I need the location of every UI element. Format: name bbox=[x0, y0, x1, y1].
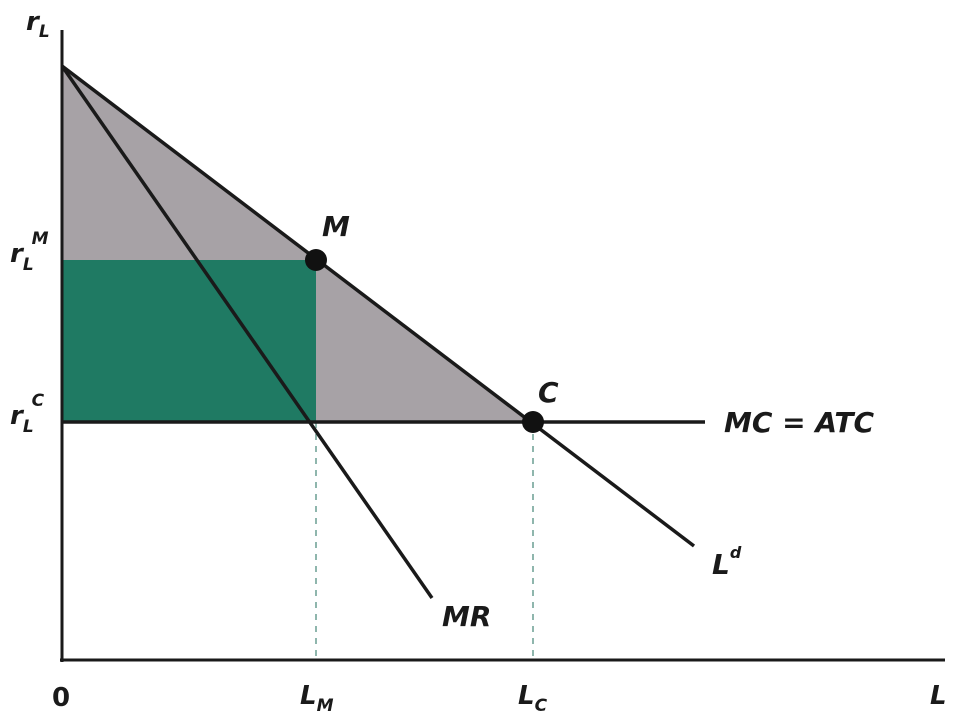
origin-label: 0 bbox=[52, 683, 70, 713]
demand-label: Ld bbox=[712, 543, 742, 581]
point-c-label: C bbox=[538, 376, 559, 409]
y-tick-competitive-rate: rLC bbox=[10, 391, 45, 437]
point-m-dot bbox=[305, 249, 327, 271]
green-profit-area bbox=[62, 260, 316, 422]
point-c-dot bbox=[522, 411, 544, 433]
mr-curve bbox=[60, 65, 434, 599]
point-m-label: M bbox=[322, 210, 350, 243]
x-axis-label: L bbox=[930, 681, 947, 711]
x-tick-monopoly-quantity: LM bbox=[300, 681, 334, 715]
mc-atc-label: MC = ATC bbox=[724, 406, 874, 439]
mr-label: MR bbox=[442, 600, 491, 633]
y-tick-monopoly-rate: rLM bbox=[10, 229, 49, 275]
x-tick-competitive-quantity: LC bbox=[518, 681, 548, 715]
y-axis-label: rL bbox=[26, 7, 50, 42]
demand-curve bbox=[60, 64, 696, 548]
